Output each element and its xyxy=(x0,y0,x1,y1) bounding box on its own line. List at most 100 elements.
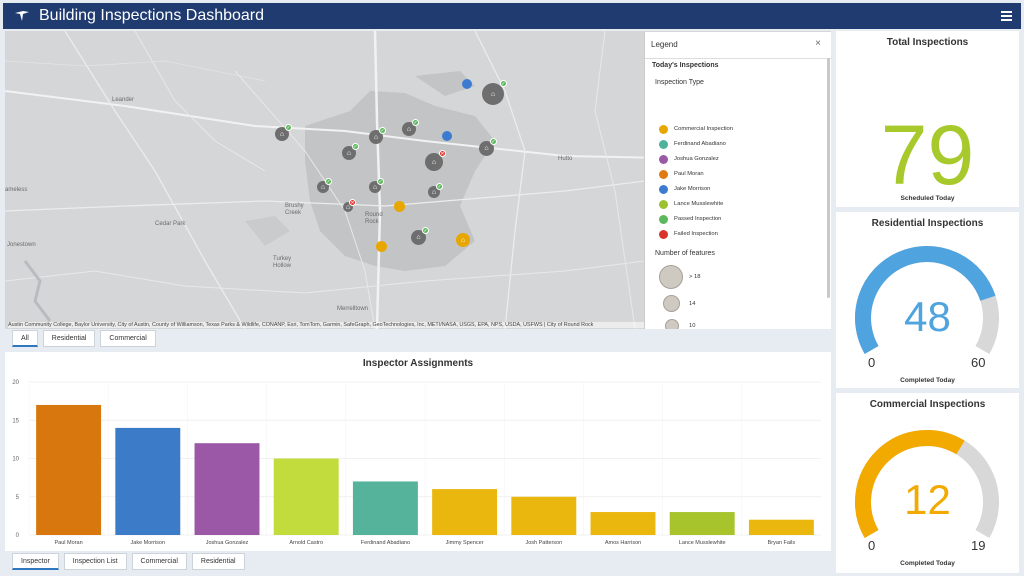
map-inspection-marker[interactable] xyxy=(376,241,387,252)
map-cluster-marker[interactable]: ⌂ ✓ xyxy=(411,227,429,245)
map-cluster-marker[interactable]: ⌂ ✕ xyxy=(343,199,356,212)
map-place-label: Cedar Park xyxy=(155,221,186,227)
legend-type-item: Jake Morrison xyxy=(659,183,710,195)
legend-type-label: Failed Inspection xyxy=(674,231,718,237)
tab-all[interactable]: All xyxy=(12,330,38,347)
legend-divider xyxy=(645,58,831,59)
tab-chart-commercial[interactable]: Commercial xyxy=(131,553,187,570)
bar-josh-patterson[interactable] xyxy=(511,496,577,535)
bar-paul-moran[interactable] xyxy=(36,404,102,535)
map-inspection-marker[interactable] xyxy=(462,79,472,89)
gauge-fill xyxy=(855,246,996,354)
x-tick-label: Bryan Fails xyxy=(768,540,796,546)
legend-size-label-text: 10 xyxy=(689,323,696,329)
map-cluster-marker[interactable]: ⌂ ✓ xyxy=(369,178,384,193)
map-place-label: Merrelltown xyxy=(337,306,369,312)
map-inspection-marker[interactable] xyxy=(442,131,452,141)
map-place-label: Hutto xyxy=(558,156,573,162)
legend-type-item: Commercial Inspection xyxy=(659,123,733,135)
legend-size-label-text: 14 xyxy=(689,300,696,307)
tab-commercial[interactable]: Commercial xyxy=(100,330,156,347)
map-attribution: Austin Community College, Baylor Univers… xyxy=(8,322,644,328)
legend-swatch-icon xyxy=(659,229,668,239)
legend-size-item: 10 xyxy=(665,319,695,329)
legend-type-label: Jake Morrison xyxy=(674,186,711,192)
legend-swatch-icon xyxy=(659,139,668,149)
gauge-min-label: 0 xyxy=(868,538,876,553)
legend-header: Legend xyxy=(651,40,678,49)
legend-swatch-icon xyxy=(659,184,668,194)
tab-residential[interactable]: Residential xyxy=(42,330,96,347)
commercial-gauge-value: 12 xyxy=(904,476,951,523)
legend-type-item: Paul Moran xyxy=(659,168,704,180)
map-filter-tabs: All Residential Commercial xyxy=(12,330,156,347)
map-place-label: Leander xyxy=(112,97,135,103)
legend-type-item: Failed Inspection xyxy=(659,228,718,240)
card-footer: Scheduled Today xyxy=(900,195,955,202)
map-cluster-marker[interactable]: ⌂ ✓ xyxy=(369,127,386,144)
map-cluster-marker[interactable]: ⌂ ✓ xyxy=(317,178,332,193)
total-inspections-value: 79 xyxy=(880,108,975,202)
map-cluster-marker[interactable]: ⌂ ✓ xyxy=(482,80,507,105)
bar-bryan-fails[interactable] xyxy=(748,519,814,535)
map-cluster-marker[interactable]: ⌂ ✓ xyxy=(479,138,497,156)
map-place-label: Turkey Hollow xyxy=(273,256,292,269)
bar-arnold-castro[interactable] xyxy=(273,458,339,536)
bar-jimmy-spencer[interactable] xyxy=(432,489,498,535)
x-tick-label: Ferdinand Abadiano xyxy=(361,540,410,546)
map-inspection-marker[interactable]: ⌂ xyxy=(456,233,470,247)
x-tick-label: Lance Musslewhite xyxy=(679,540,726,546)
legend-type-label: Passed Inspection xyxy=(674,216,722,222)
y-tick-label: 0 xyxy=(16,533,20,539)
residential-gauge-value: 48 xyxy=(904,293,951,340)
y-tick-label: 20 xyxy=(12,380,19,386)
map-place-label: ameless xyxy=(5,187,28,193)
gauge-fill xyxy=(855,430,965,538)
size-circle-icon xyxy=(665,319,679,329)
y-tick-label: 10 xyxy=(12,457,19,463)
gauge-max-label: 60 xyxy=(971,355,986,370)
legend-size-label: Number of features xyxy=(655,250,715,257)
legend-scrollbar[interactable] xyxy=(827,58,830,298)
bar-joshua-gonzalez[interactable] xyxy=(194,443,260,535)
x-tick-label: Paul Moran xyxy=(55,540,83,546)
legend-type-label: Paul Moran xyxy=(674,171,704,177)
size-circle-icon xyxy=(659,265,683,289)
app-header: Building Inspections Dashboard xyxy=(3,3,1021,29)
map-cluster-marker[interactable]: ⌂ ✓ xyxy=(428,183,443,198)
gauge-max-label: 19 xyxy=(971,538,986,553)
tab-chart-residential[interactable]: Residential xyxy=(191,553,245,570)
inspector-assignments-chart: Inspector Assignments 0 5 10 15 20 Paul Moran… xyxy=(5,352,831,551)
bar-lance-musslewhite[interactable] xyxy=(669,512,735,535)
card-title: Commercial Inspections xyxy=(869,399,986,410)
legend-subtitle: Today's Inspections xyxy=(652,62,719,69)
map-legend-panel: Legend × Today's Inspections Inspection … xyxy=(644,32,831,329)
map-cluster-marker[interactable]: ⌂ ✓ xyxy=(275,124,292,141)
residential-inspections-card: Residential Inspections 48 0 60 Complete… xyxy=(836,212,1019,388)
card-title: Total Inspections xyxy=(886,37,969,48)
x-tick-label: Jimmy Spencer xyxy=(446,540,484,546)
chart-filter-tabs: Inspector Inspection List Commercial Res… xyxy=(12,553,245,570)
commercial-gauge xyxy=(855,430,999,538)
hamburger-menu-icon[interactable] xyxy=(1001,11,1012,21)
legend-size-item: 14 xyxy=(663,295,695,312)
y-tick-label: 15 xyxy=(12,418,19,424)
bar-jake-morrison[interactable] xyxy=(115,427,181,535)
legend-type-item: Ferdinand Abadiano xyxy=(659,138,726,150)
tab-inspection-list[interactable]: Inspection List xyxy=(63,553,127,570)
card-footer: Completed Today xyxy=(900,377,955,384)
legend-size-item: > 18 xyxy=(659,265,700,289)
legend-type-label: Lance Musslewhite xyxy=(674,201,724,207)
total-inspections-card: Total Inspections 79 Scheduled Today xyxy=(836,31,1019,207)
tab-inspector[interactable]: Inspector xyxy=(12,553,59,570)
close-icon[interactable]: × xyxy=(815,38,821,49)
map-cluster-marker[interactable]: ⌂ ✕ xyxy=(425,150,446,171)
legend-type-label: Ferdinand Abadiano xyxy=(674,141,726,147)
bar-ferdinand-abadiano[interactable] xyxy=(352,481,418,535)
map-cluster-marker[interactable]: ⌂ ✓ xyxy=(342,143,359,160)
map-cluster-marker[interactable]: ⌂ ✓ xyxy=(402,119,419,136)
legend-swatch-icon xyxy=(659,124,668,134)
map-inspection-marker[interactable] xyxy=(394,201,405,212)
app-logo-icon xyxy=(15,11,29,21)
bar-amos-harrison[interactable] xyxy=(590,512,656,535)
